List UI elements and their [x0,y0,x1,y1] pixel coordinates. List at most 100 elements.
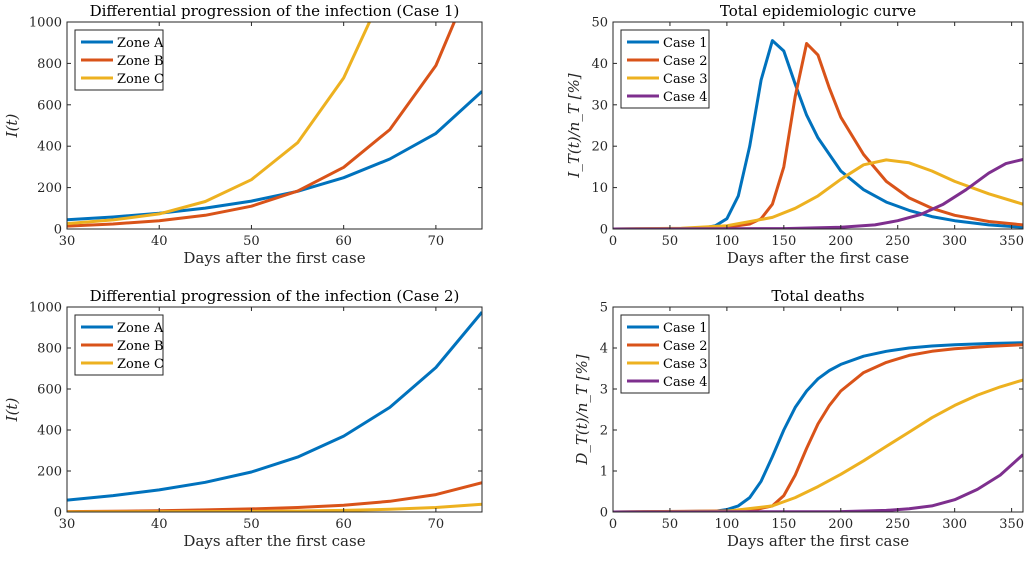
y-tick-label: 400 [37,140,62,155]
y-tick-label: 800 [37,57,62,72]
legend-label: Case 1 [663,321,707,336]
legend-label: Case 3 [663,72,707,87]
legend: Zone A Zone B Zone C [74,29,164,91]
y-tick-label: 200 [37,465,62,480]
legend-label: Case 4 [663,90,707,105]
y-tick-label: 800 [37,342,62,357]
y-tick-label: 200 [37,181,62,196]
x-tick-label: 250 [885,517,910,532]
legend-label: Zone A [117,36,164,51]
legend-label: Case 3 [663,357,707,372]
legend-label: Case 4 [663,375,707,390]
y-axis-label: I(t) [3,398,21,423]
y-tick-label: 0 [54,506,62,521]
x-tick-label: 100 [714,234,739,249]
chart-title: Total epidemiologic curve [720,2,916,20]
x-tick-label: 30 [59,517,76,532]
y-tick-label: 20 [591,140,608,155]
y-axis-label: I_T(t)/n_T [%] [565,73,583,178]
legend-label: Zone A [117,321,164,336]
legend: Case 1 Case 2 Case 3 Case 4 [620,29,710,109]
legend-label: Case 2 [663,339,707,354]
x-tick-label: 70 [428,517,445,532]
y-tick-label: 4 [600,342,608,357]
series-line-case-1 [613,341,1023,512]
plot-frame [612,306,1024,513]
plot-frame [612,21,1024,230]
x-tick-label: 60 [335,517,352,532]
x-axis-label: Days after the first case [727,532,909,550]
series-line-case-4 [613,453,1023,512]
x-tick-label: 350 [999,234,1024,249]
series-line-zone-a [67,90,482,222]
x-tick-label: 50 [243,234,260,249]
x-tick-label: 200 [828,517,853,532]
y-tick-label: 2 [600,424,608,439]
x-tick-label: 70 [428,234,445,249]
y-tick-label: 400 [37,424,62,439]
series-line-case-1 [613,39,1023,229]
legend: Zone A Zone B Zone C [74,314,164,376]
x-axis-label: Days after the first case [183,249,365,267]
legend-label: Zone C [117,357,164,372]
y-tick-label: 30 [591,98,608,113]
y-axis-label: I(t) [3,114,21,139]
legend-label: Case 1 [663,36,707,51]
y-tick-label: 40 [591,57,608,72]
legend: Case 1 Case 2 Case 3 Case 4 [620,314,710,394]
y-tick-label: 1000 [29,301,62,316]
x-tick-label: 150 [771,517,796,532]
series-line-zone-a [67,311,482,502]
x-tick-label: 200 [828,234,853,249]
legend-label: Zone B [117,339,164,354]
y-axis-label: D_T(t)/n_T [%] [573,354,591,465]
chart-title: Differential progression of the infectio… [90,2,460,20]
chart-3: Differential progression of the infectio… [3,287,483,550]
y-tick-label: 10 [591,181,608,196]
series-line-case-2 [613,343,1023,512]
x-axis-label: Days after the first case [183,532,365,550]
legend-label: Zone B [117,54,164,69]
series-line-case-4 [613,157,1023,229]
legend-label: Case 2 [663,54,707,69]
chart-title: Differential progression of the infectio… [90,287,460,305]
x-tick-label: 0 [609,234,617,249]
series-line-case-3 [613,378,1023,512]
y-tick-label: 600 [37,383,62,398]
y-tick-label: 0 [54,223,62,238]
plot-frame [66,306,483,513]
series-line-zone-b [67,22,456,228]
chart-1: Differential progression of the infectio… [3,2,483,267]
y-tick-label: 1000 [29,16,62,31]
series-line-case-3 [613,158,1023,229]
x-tick-label: 30 [59,234,76,249]
x-tick-label: 0 [609,517,617,532]
x-tick-label: 50 [243,517,260,532]
y-tick-label: 3 [600,383,608,398]
chart-4: Total deaths 0 50 100 150 200 250 300 350 0 1 2 3 4 5 D… [573,287,1024,550]
y-tick-label: 600 [37,98,62,113]
series-line-zone-c [67,22,371,226]
x-tick-label: 50 [662,234,679,249]
x-tick-label: 300 [942,234,967,249]
x-tick-label: 40 [151,517,168,532]
chart-title: Total deaths [771,287,864,305]
y-tick-label: 5 [600,301,608,316]
y-tick-label: 0 [600,223,608,238]
x-tick-label: 350 [999,517,1024,532]
x-tick-label: 50 [662,517,679,532]
y-tick-label: 50 [591,16,608,31]
legend-label: Zone C [117,72,164,87]
x-tick-label: 300 [942,517,967,532]
x-tick-label: 40 [151,234,168,249]
x-tick-label: 60 [335,234,352,249]
x-tick-label: 150 [771,234,796,249]
y-tick-label: 1 [600,465,608,480]
x-tick-label: 250 [885,234,910,249]
plot-frame [66,21,483,230]
y-tick-label: 0 [600,506,608,521]
x-axis-label: Days after the first case [727,249,909,267]
x-tick-label: 100 [714,517,739,532]
